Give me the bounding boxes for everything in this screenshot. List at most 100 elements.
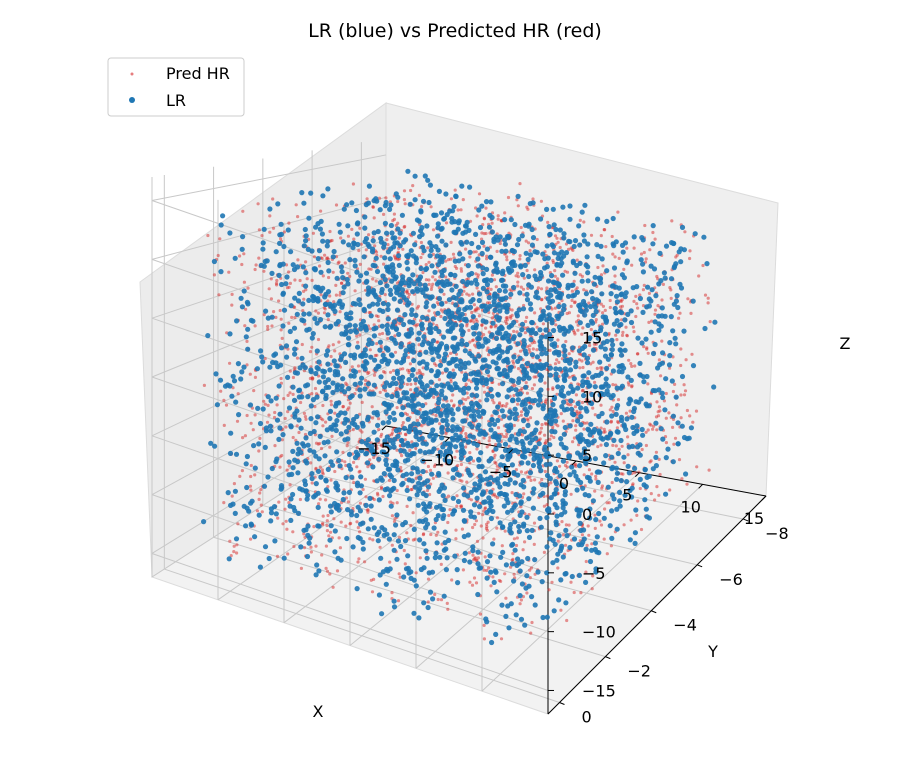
data-point [500,268,506,274]
data-point [563,269,567,273]
data-point [618,352,625,358]
data-point [448,271,454,277]
data-point [431,212,437,218]
data-point [277,500,281,504]
data-point [556,533,562,539]
data-point [367,311,371,315]
data-point [363,560,367,564]
data-point [556,303,562,310]
data-point [488,333,494,339]
data-point [487,374,491,378]
data-point [398,383,404,389]
data-point [682,383,686,387]
data-point [684,358,688,362]
data-point [586,524,590,528]
data-point [246,286,250,290]
data-point [473,322,479,328]
data-point [469,270,475,277]
data-point [332,549,338,555]
data-point [637,360,643,366]
data-point [388,370,393,374]
data-point [301,309,305,313]
data-point [596,469,603,475]
data-point [487,353,491,357]
data-point [544,544,550,550]
data-point [504,321,509,326]
data-point [455,494,459,498]
data-point [393,334,397,338]
data-point [459,331,466,337]
data-point [523,351,529,357]
data-point [582,202,588,208]
data-point [251,428,255,432]
data-point [426,600,430,604]
data-point [663,455,669,461]
data-point [570,388,576,394]
data-point [453,229,459,235]
data-point [272,310,276,314]
data-point [339,236,343,240]
data-point [403,348,409,354]
data-point [527,404,533,410]
data-point [554,557,560,563]
data-point [483,199,490,205]
data-point [257,449,261,453]
data-point [335,569,340,573]
data-point [454,471,460,477]
data-point [411,421,417,427]
data-point [565,270,570,274]
data-point [493,325,497,329]
data-point [417,379,423,385]
data-point [425,177,431,183]
data-point [593,513,597,517]
data-point [349,512,355,518]
data-point [492,401,496,405]
data-point [370,405,374,409]
data-point [405,266,411,272]
data-point [517,332,523,338]
data-point [540,614,546,621]
series-lr [201,168,718,646]
data-point [474,250,478,254]
data-point [428,295,434,301]
data-point [352,480,356,485]
data-point [514,543,519,548]
data-point [527,241,531,245]
data-point [429,471,435,477]
data-point [436,472,442,478]
data-point [432,269,438,275]
data-point [405,485,410,489]
data-point [652,341,658,348]
data-point [350,544,356,550]
data-point [553,269,557,273]
data-point [503,211,507,215]
data-point [519,388,523,392]
data-point [476,207,482,213]
data-point [249,463,253,468]
data-point [578,413,584,420]
data-point [243,461,249,467]
data-point [244,307,248,311]
data-point [311,428,317,435]
data-point [632,330,636,334]
data-point [299,394,305,400]
data-point [433,516,439,523]
data-point [442,292,446,296]
data-point [613,465,620,471]
data-point [338,357,344,363]
data-point [442,457,448,463]
data-point [313,572,319,578]
data-point [558,577,564,583]
data-point [677,458,682,462]
data-point [450,578,454,582]
data-point [461,568,465,572]
data-point [614,429,620,435]
data-point [258,491,262,495]
data-point [567,472,573,478]
data-point [486,495,492,501]
grid-line [151,196,387,260]
data-point [489,287,493,291]
data-point [642,283,646,287]
data-point [513,384,517,388]
data-point [288,424,294,430]
